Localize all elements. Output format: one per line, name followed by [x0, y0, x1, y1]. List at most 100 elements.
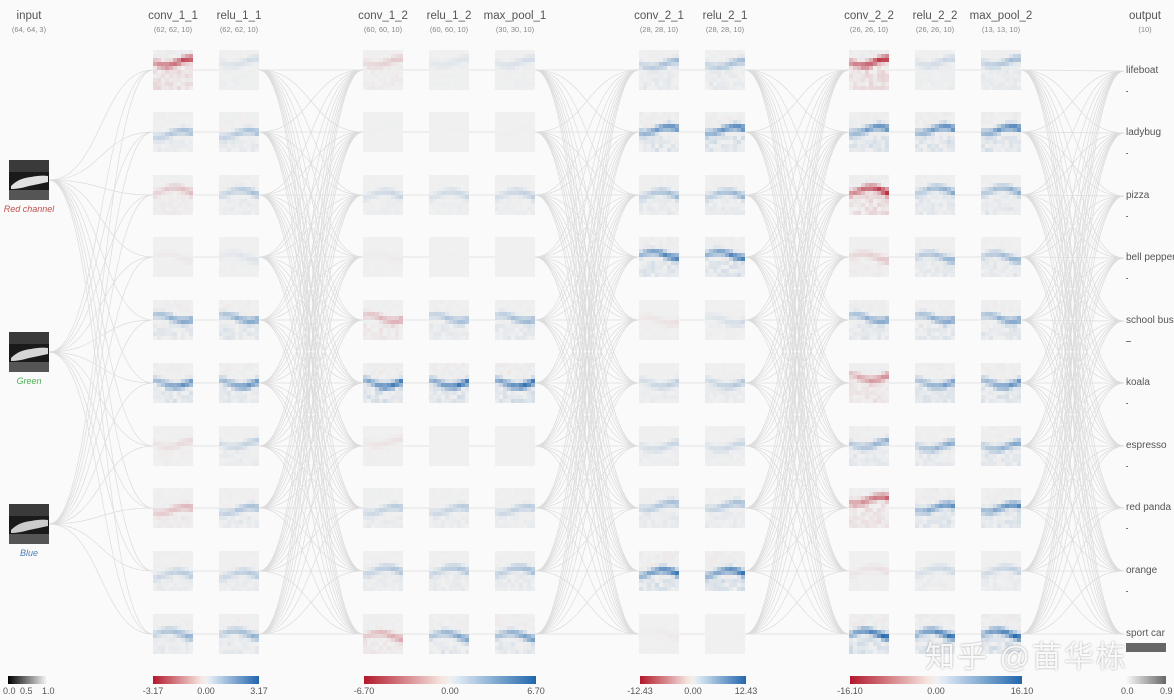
output-class-label[interactable]: koala	[1126, 377, 1150, 388]
conv-1-2-node-6[interactable]	[363, 426, 403, 466]
relu-1-1-node-6[interactable]	[219, 426, 259, 466]
relu-2-1-node-2[interactable]	[705, 175, 745, 215]
relu-2-1-node-4[interactable]	[705, 300, 745, 340]
conv-1-1-node-0[interactable]	[153, 50, 193, 90]
conv-1-1-node-1[interactable]	[153, 112, 193, 152]
relu-1-2-node-8[interactable]	[429, 551, 469, 591]
conv-1-1-node-7[interactable]	[153, 488, 193, 528]
conv-2-1-node-7[interactable]	[639, 488, 679, 528]
max-pool-1-node-5[interactable]	[495, 363, 535, 403]
relu-1-2-node-9[interactable]	[429, 614, 469, 654]
relu-1-1-node-0[interactable]	[219, 50, 259, 90]
relu-1-2-node-6[interactable]	[429, 426, 469, 466]
output-class-label[interactable]: bell pepper	[1126, 252, 1174, 263]
conv-1-2-node-7[interactable]	[363, 488, 403, 528]
output-class-label[interactable]: ladybug	[1126, 127, 1162, 138]
relu-1-1-node-8[interactable]	[219, 551, 259, 591]
conv-2-2-node-7[interactable]	[849, 488, 889, 528]
conv-1-2-node-2[interactable]	[363, 175, 403, 215]
output-class-label[interactable]: espresso	[1126, 440, 1167, 451]
conv-2-2-node-0[interactable]	[849, 50, 889, 90]
input-channel-1[interactable]	[9, 332, 49, 372]
output-class-label[interactable]: orange	[1126, 565, 1158, 576]
output-class-label[interactable]: red panda	[1126, 502, 1172, 513]
max-pool-1-node-2[interactable]	[495, 175, 535, 215]
output-class-label[interactable]: sport car	[1126, 628, 1165, 639]
relu-2-1-node-3[interactable]	[705, 237, 745, 277]
conv-1-1-node-8[interactable]	[153, 551, 193, 591]
conv-2-1-node-0[interactable]	[639, 50, 679, 90]
relu-2-1-node-7[interactable]	[705, 488, 745, 528]
max-pool-2-node-0[interactable]	[981, 50, 1021, 90]
conv-2-2-node-9[interactable]	[849, 614, 889, 654]
max-pool-2-node-9[interactable]	[981, 614, 1021, 654]
max-pool-2-node-5[interactable]	[981, 363, 1021, 403]
conv-1-2-node-8[interactable]	[363, 551, 403, 591]
conv-2-1-node-9[interactable]	[639, 614, 679, 654]
relu-1-2-node-7[interactable]	[429, 488, 469, 528]
relu-2-2-node-9[interactable]	[915, 614, 955, 654]
relu-1-1-node-2[interactable]	[219, 175, 259, 215]
max-pool-1-node-4[interactable]	[495, 300, 535, 340]
max-pool-2-node-1[interactable]	[981, 112, 1021, 152]
conv-2-1-node-2[interactable]	[639, 175, 679, 215]
conv-1-2-node-5[interactable]	[363, 363, 403, 403]
relu-1-2-node-3[interactable]	[429, 237, 469, 277]
relu-2-2-node-1[interactable]	[915, 112, 955, 152]
conv-1-2-node-0[interactable]	[363, 50, 403, 90]
max-pool-2-node-6[interactable]	[981, 426, 1021, 466]
conv-2-1-node-4[interactable]	[639, 300, 679, 340]
conv-1-2-node-1[interactable]	[363, 112, 403, 152]
conv-2-1-node-1[interactable]	[639, 112, 679, 152]
max-pool-1-node-1[interactable]	[495, 112, 535, 152]
max-pool-1-node-7[interactable]	[495, 488, 535, 528]
conv-1-1-node-3[interactable]	[153, 237, 193, 277]
conv-2-1-node-6[interactable]	[639, 426, 679, 466]
relu-2-1-node-8[interactable]	[705, 551, 745, 591]
relu-2-1-node-9[interactable]	[705, 614, 745, 654]
relu-1-1-node-7[interactable]	[219, 488, 259, 528]
relu-2-2-node-7[interactable]	[915, 488, 955, 528]
relu-2-1-node-5[interactable]	[705, 363, 745, 403]
input-channel-0[interactable]	[9, 160, 49, 200]
conv-1-1-node-4[interactable]	[153, 300, 193, 340]
max-pool-1-node-3[interactable]	[495, 237, 535, 277]
relu-1-2-node-2[interactable]	[429, 175, 469, 215]
conv-2-2-node-1[interactable]	[849, 112, 889, 152]
conv-2-2-node-5[interactable]	[849, 363, 889, 403]
max-pool-1-node-9[interactable]	[495, 614, 535, 654]
max-pool-2-node-2[interactable]	[981, 175, 1021, 215]
relu-1-1-node-9[interactable]	[219, 614, 259, 654]
conv-1-1-node-5[interactable]	[153, 363, 193, 403]
conv-1-1-node-6[interactable]	[153, 426, 193, 466]
max-pool-1-node-6[interactable]	[495, 426, 535, 466]
output-class-label[interactable]: school bus	[1126, 315, 1174, 326]
relu-1-1-node-5[interactable]	[219, 363, 259, 403]
relu-1-2-node-4[interactable]	[429, 300, 469, 340]
max-pool-1-node-8[interactable]	[495, 551, 535, 591]
conv-2-2-node-2[interactable]	[849, 175, 889, 215]
conv-2-2-node-6[interactable]	[849, 426, 889, 466]
relu-2-1-node-6[interactable]	[705, 426, 745, 466]
relu-2-1-node-1[interactable]	[705, 112, 745, 152]
input-channel-2[interactable]	[9, 504, 49, 544]
max-pool-2-node-3[interactable]	[981, 237, 1021, 277]
relu-1-2-node-5[interactable]	[429, 363, 469, 403]
conv-1-2-node-9[interactable]	[363, 614, 403, 654]
relu-2-2-node-3[interactable]	[915, 237, 955, 277]
relu-2-2-node-5[interactable]	[915, 363, 955, 403]
relu-2-2-node-4[interactable]	[915, 300, 955, 340]
conv-1-2-node-4[interactable]	[363, 300, 403, 340]
conv-2-2-node-8[interactable]	[849, 551, 889, 591]
conv-2-1-node-8[interactable]	[639, 551, 679, 591]
conv-2-1-node-5[interactable]	[639, 363, 679, 403]
relu-2-2-node-8[interactable]	[915, 551, 955, 591]
output-class-label[interactable]: lifeboat	[1126, 65, 1159, 76]
output-class-label[interactable]: pizza	[1126, 190, 1150, 201]
conv-2-2-node-3[interactable]	[849, 237, 889, 277]
max-pool-2-node-7[interactable]	[981, 488, 1021, 528]
max-pool-2-node-8[interactable]	[981, 551, 1021, 591]
conv-1-2-node-3[interactable]	[363, 237, 403, 277]
relu-2-1-node-0[interactable]	[705, 50, 745, 90]
max-pool-1-node-0[interactable]	[495, 50, 535, 90]
